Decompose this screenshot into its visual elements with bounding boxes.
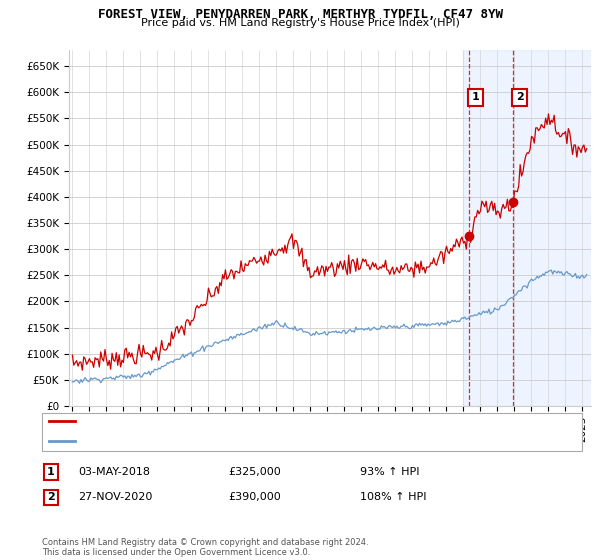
Text: 2: 2 bbox=[516, 92, 523, 102]
Text: 93% ↑ HPI: 93% ↑ HPI bbox=[360, 467, 419, 477]
Text: 1: 1 bbox=[472, 92, 479, 102]
Text: 03-MAY-2018: 03-MAY-2018 bbox=[78, 467, 150, 477]
Bar bbox=[463, 50, 591, 406]
Text: Contains HM Land Registry data © Crown copyright and database right 2024.
This d: Contains HM Land Registry data © Crown c… bbox=[42, 538, 368, 557]
Text: FOREST VIEW, PENYDARREN PARK, MERTHYR TYDFIL, CF47 8YW (detached house): FOREST VIEW, PENYDARREN PARK, MERTHYR TY… bbox=[79, 416, 482, 426]
Text: £325,000: £325,000 bbox=[228, 467, 281, 477]
Text: 108% ↑ HPI: 108% ↑ HPI bbox=[360, 492, 427, 502]
Text: 27-NOV-2020: 27-NOV-2020 bbox=[78, 492, 152, 502]
Text: FOREST VIEW, PENYDARREN PARK, MERTHYR TYDFIL, CF47 8YW: FOREST VIEW, PENYDARREN PARK, MERTHYR TY… bbox=[97, 8, 503, 21]
Text: 2: 2 bbox=[47, 492, 55, 502]
Text: 1: 1 bbox=[47, 467, 55, 477]
Text: £390,000: £390,000 bbox=[228, 492, 281, 502]
Text: HPI: Average price, detached house, Merthyr Tydfil: HPI: Average price, detached house, Mert… bbox=[79, 436, 326, 446]
Text: Price paid vs. HM Land Registry's House Price Index (HPI): Price paid vs. HM Land Registry's House … bbox=[140, 18, 460, 29]
